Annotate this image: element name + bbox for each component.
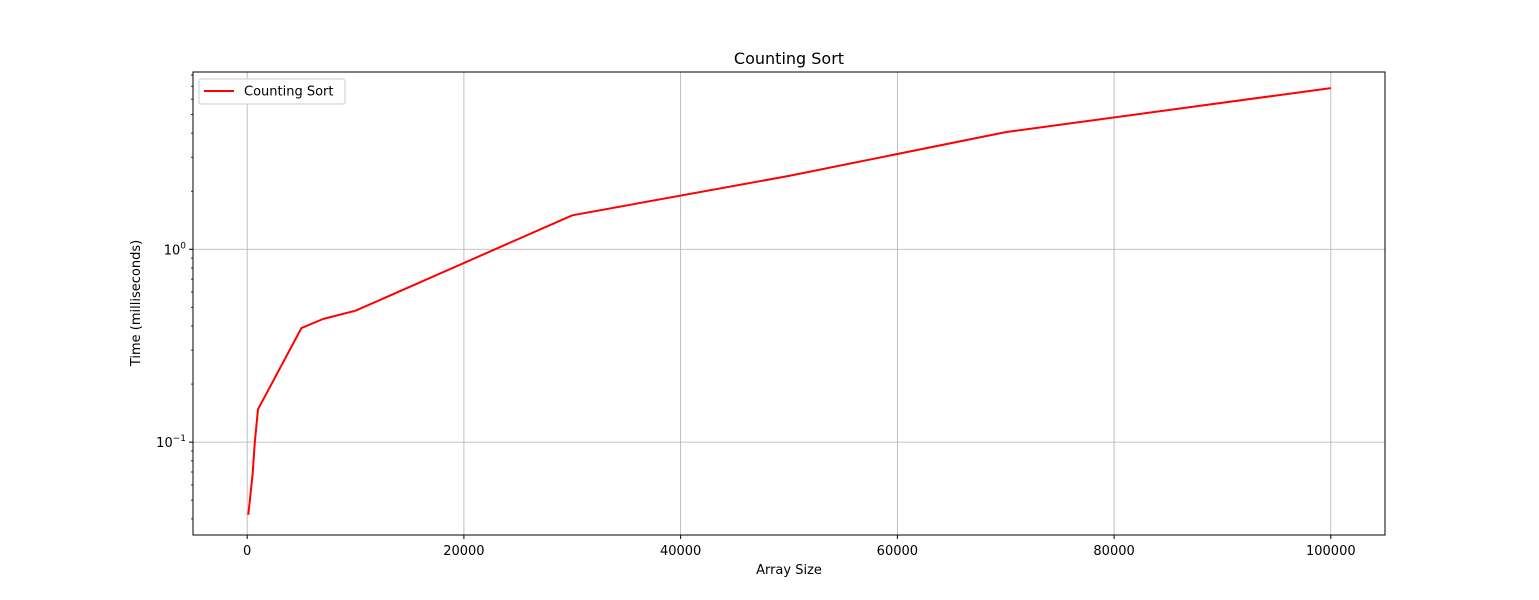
series-line-counting-sort [247,87,1331,515]
plot-frame [192,71,1386,536]
x-tick-label: 80000 [1093,544,1134,559]
series-group [247,87,1331,515]
y-ticks: 10−1 100 [156,74,193,520]
legend: Counting Sort [198,78,346,105]
x-axis-label: Array Size [756,563,822,578]
chart-title: Counting Sort [734,49,844,68]
x-tick-label: 60000 [877,544,918,559]
legend-label: Counting Sort [244,85,334,100]
y-tick-label: 100 [164,241,187,258]
x-tick-label: 20000 [443,544,484,559]
y-axis-label: Time (milliseconds) [129,240,144,367]
plot-background [193,72,1385,535]
y-tick-label: 10−1 [156,434,186,451]
legend-box [198,78,346,105]
grid-lines [193,72,1385,535]
x-tick-label: 0 [243,544,251,559]
x-tick-label: 100000 [1306,544,1356,559]
x-tick-label: 40000 [660,544,701,559]
x-ticks: 0 20000 40000 60000 80000 100000 [243,535,1356,559]
